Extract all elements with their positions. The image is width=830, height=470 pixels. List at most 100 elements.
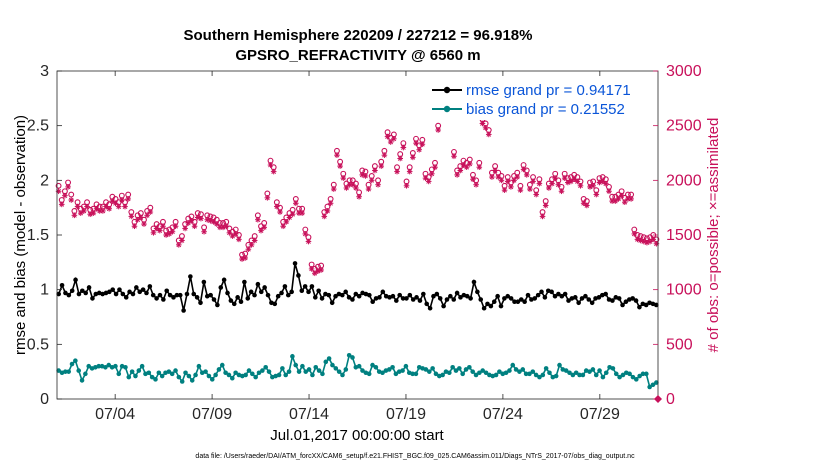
obs-assimilated-point [599,178,606,185]
rmse-point [296,273,301,278]
obs-assimilated-point [561,175,568,181]
obs-assimilated-point [267,162,274,168]
rmse-point [191,291,197,297]
bias-point [537,374,542,380]
obs-assimilated-stroke [356,194,362,200]
bias-point [470,369,475,374]
bias-point [380,370,385,376]
obs-assimilated-point [188,217,195,224]
rmse-point [144,290,149,296]
obs-assimilated-stroke [271,169,277,174]
y-tick-label: 0 [40,391,49,408]
bias-point [149,374,155,380]
rmse-point [559,293,565,299]
obs-assimilated-point [631,231,638,237]
obs-assimilated-stroke [299,210,305,216]
rmse-point [512,299,517,304]
obs-assimilated-point [138,214,144,221]
obs-assimilated-stroke [135,217,141,223]
bias-point [567,370,572,376]
obs-assimilated-point [580,200,587,207]
obs-assimilated-stroke [530,179,536,184]
bias-point [503,370,509,376]
bias-point [283,372,289,378]
obs-assimilated-point [435,127,441,133]
bias-point [517,369,522,374]
bias-point [320,371,325,377]
obs-assimilated-point [517,187,524,193]
rmse-point [107,289,112,295]
rmse-point [380,289,386,295]
obs-assimilated-point [103,203,109,210]
bias-point [467,364,472,370]
obs-assimilated-point [261,224,267,231]
obs-assimilated-stroke [223,223,229,229]
bias-point [413,371,419,377]
obs-assimilated-stroke [555,182,561,188]
bias-point [360,368,365,373]
rmse-point [434,291,440,297]
rmse-point [59,282,65,288]
bias-point [497,369,502,374]
rmse-point [56,291,61,297]
obs-assimilated-point [482,125,489,131]
obs-assimilated-stroke [432,164,438,170]
obs-assimilated-stroke [94,206,99,212]
obs-assimilated-stroke [91,210,96,216]
x-tick-label: 07/19 [386,406,426,423]
rmse-point [633,298,639,303]
rmse-point [235,295,240,300]
obs-assimilated-stroke [416,147,422,153]
rmse-point [390,293,396,299]
obs-assimilated-stroke [581,200,587,206]
obs-assimilated-point [245,246,252,253]
rmse-point [481,305,487,311]
rmse-point [299,288,305,294]
obs-assimilated-point [229,233,236,239]
legend-bias-label: bias grand pr = 0.21552 [466,101,625,118]
obs-assimilated-point [277,209,283,215]
bias-point [650,382,656,388]
obs-assimilated-stroke [119,197,125,203]
obs-assimilated-point [372,167,378,174]
bias-point [256,370,262,376]
rmse-point [431,293,436,299]
obs-assimilated-stroke [369,177,375,183]
bias-point [613,371,619,377]
obs-assimilated-point [368,177,375,184]
rmse-point [177,292,183,298]
bias-point [203,369,208,374]
bias-point [480,368,486,373]
rmse-point [154,296,159,301]
bias-point [166,369,172,374]
obs-assimilated-point [394,168,400,175]
bias-point [510,362,516,368]
rmse-point [610,298,615,303]
obs-assimilated-point [255,216,261,223]
obs-assimilated-point [416,146,422,153]
obs-assimilated-point [400,144,407,151]
obs-assimilated-point [353,185,359,191]
rmse-point [215,302,220,308]
y-tick-label: 1.5 [27,227,49,244]
obs-assimilated-stroke [603,181,609,186]
obs-assimilated-point [318,267,324,273]
rmse-point [242,279,247,285]
obs-assimilated-point [466,161,473,167]
bias-point [196,363,202,369]
x-tick-label: 07/04 [95,406,135,423]
obs-assimilated-point [179,237,185,244]
obs-assimilated-point [220,224,226,231]
bias-point [477,370,482,376]
obs-assimilated-point [454,172,460,178]
bias-point [570,372,576,378]
obs-assimilated-point [606,188,612,195]
bias-point [189,378,195,383]
obs-assimilated-point [384,133,391,140]
rmse-point [130,291,136,297]
bias-point [153,377,158,382]
rmse-point [147,284,153,289]
obs-assimilated-stroke [638,238,643,243]
obs-assimilated-point [274,203,280,210]
